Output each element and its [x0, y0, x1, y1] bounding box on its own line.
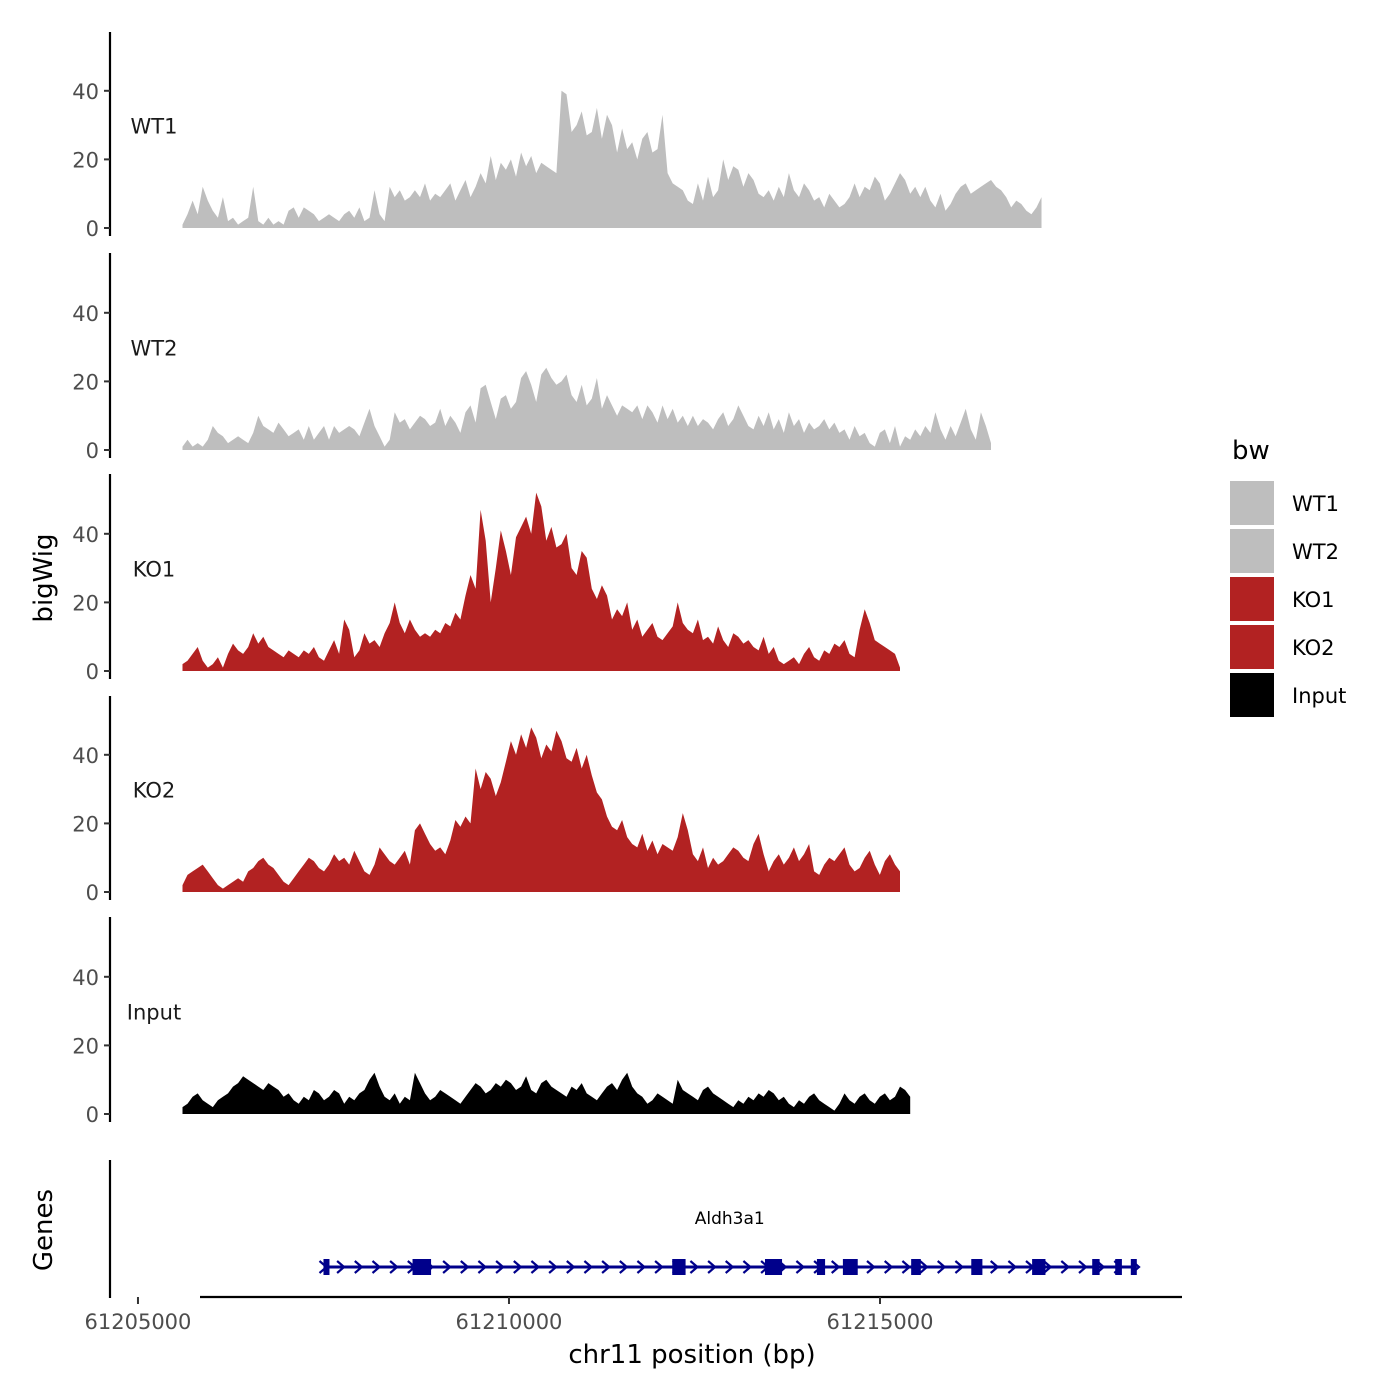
- y-tick-label: 20: [72, 370, 99, 394]
- strand-arrow: [354, 1260, 364, 1274]
- signal-area-wt2: [182, 367, 991, 450]
- signal-area-input: [182, 1072, 911, 1114]
- y-tick-label: 40: [72, 302, 99, 326]
- strand-arrow: [954, 1260, 965, 1274]
- strand-arrow: [442, 1260, 452, 1274]
- strand-arrow: [707, 1260, 717, 1274]
- strand-arrow: [336, 1260, 346, 1274]
- strand-arrow: [513, 1260, 523, 1274]
- strand-arrow: [936, 1260, 947, 1274]
- strand-arrow: [1007, 1260, 1018, 1274]
- exon: [1032, 1259, 1046, 1275]
- legend-label-ko2: KO2: [1292, 636, 1335, 660]
- strand-arrow: [495, 1260, 505, 1274]
- strand-arrow: [830, 1260, 841, 1274]
- strand-arrow: [989, 1260, 1000, 1274]
- track-panel-wt1: 0 20 40 WT1: [72, 32, 1042, 241]
- exon: [1092, 1259, 1100, 1275]
- gene-name-label: Aldh3a1: [695, 1209, 765, 1229]
- y-tick-label: 0: [86, 660, 99, 684]
- y-tick-label: 0: [86, 881, 99, 905]
- strand-arrow: [619, 1260, 629, 1274]
- signal-area-wt1: [182, 90, 1042, 228]
- strand-arrow: [460, 1260, 470, 1274]
- strand-arrow: [371, 1260, 382, 1274]
- legend-label-ko1: KO1: [1292, 588, 1335, 612]
- legend-title: bw: [1232, 436, 1270, 466]
- exon: [842, 1259, 858, 1275]
- y-tick-label: 20: [72, 591, 99, 615]
- strand-arrow: [724, 1260, 735, 1274]
- track-label-ko1: KO1: [133, 558, 176, 582]
- strand-arrow: [1042, 1260, 1053, 1274]
- track-panel-input: 0 20 40 Input: [72, 917, 911, 1127]
- exon: [971, 1259, 983, 1275]
- y-tick-label: 40: [72, 80, 99, 104]
- x-axis: 61205000 61210000 61215000: [85, 1295, 1182, 1334]
- strand-arrow: [583, 1260, 594, 1274]
- legend-swatch-wt1: [1230, 481, 1274, 525]
- legend-swatch-input: [1230, 673, 1274, 717]
- legend-swatch-ko1: [1230, 577, 1274, 621]
- x-tick-label: 61210000: [456, 1310, 563, 1334]
- y-axis-title: bigWig: [29, 533, 59, 622]
- legend-swatch-wt2: [1230, 529, 1274, 573]
- track-panel-wt2: 0 20 40 WT2: [72, 253, 991, 463]
- y-tick-label: 0: [86, 1103, 99, 1127]
- signal-area-ko1: [182, 492, 900, 671]
- strand-arrow: [901, 1260, 912, 1274]
- strand-arrow: [654, 1260, 664, 1274]
- x-tick-label: 61215000: [827, 1310, 934, 1334]
- strand-arrow: [866, 1260, 876, 1274]
- strand-arrow: [548, 1260, 558, 1274]
- exon: [911, 1259, 921, 1275]
- strand-arrow: [1060, 1260, 1070, 1274]
- strand-arrow: [530, 1260, 541, 1274]
- y-tick-label: 40: [72, 523, 99, 547]
- exon: [412, 1259, 432, 1275]
- y-tick-label: 20: [72, 1034, 99, 1058]
- strand-arrow: [636, 1260, 647, 1274]
- y-tick-label: 0: [86, 217, 99, 241]
- track-label-wt1: WT1: [131, 115, 178, 139]
- track-label-wt2: WT2: [131, 337, 178, 361]
- legend-label-wt2: WT2: [1292, 540, 1339, 564]
- legend-label-input: Input: [1292, 684, 1346, 708]
- y-tick-label: 20: [72, 812, 99, 836]
- exon: [816, 1259, 826, 1275]
- y-tick-label: 0: [86, 439, 99, 463]
- exon: [323, 1259, 330, 1275]
- signal-area-ko2: [182, 727, 900, 892]
- strand-arrow: [477, 1260, 488, 1274]
- strand-arrow: [883, 1260, 894, 1274]
- exon: [672, 1259, 686, 1275]
- y-tick-label: 40: [72, 966, 99, 990]
- x-axis-title: chr11 position (bp): [568, 1340, 815, 1370]
- strand-arrow: [566, 1260, 576, 1274]
- strand-arrow: [601, 1260, 611, 1274]
- exon: [1115, 1259, 1122, 1275]
- strand-arrow: [689, 1260, 700, 1274]
- x-tick-label: 61205000: [85, 1310, 192, 1334]
- genes-panel-title: Genes: [29, 1189, 59, 1271]
- strand-arrow: [795, 1260, 806, 1274]
- legend: bw WT1 WT2 KO1 KO2 Input: [1230, 436, 1346, 717]
- strand-arrow: [742, 1260, 753, 1274]
- legend-swatch-ko2: [1230, 625, 1274, 669]
- track-panel-ko2: 0 20 40 KO2: [72, 696, 900, 905]
- track-panel-ko1: 0 20 40 KO1: [72, 474, 900, 684]
- strand-arrow: [389, 1260, 399, 1274]
- track-label-ko2: KO2: [133, 779, 176, 803]
- gene-panel: Aldh3a1: [108, 1160, 1141, 1298]
- track-label-input: Input: [127, 1001, 181, 1025]
- y-tick-label: 40: [72, 744, 99, 768]
- strand-arrow: [919, 1260, 929, 1274]
- legend-label-wt1: WT1: [1292, 492, 1339, 516]
- y-tick-label: 20: [72, 148, 99, 172]
- strand-arrow: [1078, 1260, 1088, 1274]
- exon: [1130, 1259, 1137, 1275]
- exon: [764, 1259, 783, 1275]
